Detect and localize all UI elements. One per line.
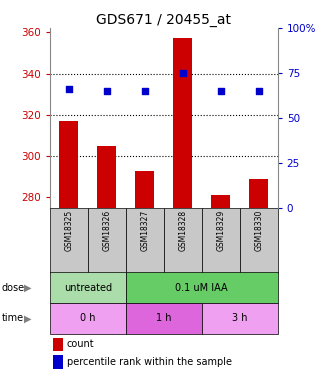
Bar — [173, 39, 192, 208]
Text: 3 h: 3 h — [232, 314, 247, 323]
Text: count: count — [67, 339, 94, 350]
Title: GDS671 / 20455_at: GDS671 / 20455_at — [96, 13, 231, 27]
Bar — [53, 356, 64, 369]
Text: GSM18325: GSM18325 — [64, 210, 73, 251]
Bar — [50, 273, 126, 303]
Bar — [126, 303, 202, 334]
Text: 0.1 uM IAA: 0.1 uM IAA — [175, 283, 228, 293]
Text: time: time — [2, 314, 24, 323]
Point — [66, 86, 71, 92]
Bar — [202, 208, 240, 273]
Text: GSM18330: GSM18330 — [254, 210, 263, 251]
Bar — [126, 208, 164, 273]
Point — [104, 88, 109, 94]
Text: 0 h: 0 h — [80, 314, 95, 323]
Bar — [135, 171, 154, 208]
Text: ▶: ▶ — [24, 283, 31, 293]
Bar — [240, 208, 278, 273]
Bar — [97, 146, 116, 208]
Bar — [126, 273, 278, 303]
Point — [180, 70, 185, 76]
Bar — [50, 303, 126, 334]
Text: untreated: untreated — [64, 283, 112, 293]
Bar — [164, 208, 202, 273]
Text: GSM18329: GSM18329 — [216, 210, 225, 251]
Text: GSM18327: GSM18327 — [140, 210, 149, 251]
Point — [218, 88, 223, 94]
Bar — [88, 208, 126, 273]
Bar — [59, 121, 78, 208]
Bar — [50, 208, 88, 273]
Point — [256, 88, 261, 94]
Text: dose: dose — [2, 283, 25, 293]
Text: ▶: ▶ — [24, 314, 31, 323]
Text: 1 h: 1 h — [156, 314, 171, 323]
Point — [142, 88, 147, 94]
Bar — [53, 338, 64, 351]
Bar — [211, 195, 230, 208]
Text: GSM18326: GSM18326 — [102, 210, 111, 251]
Text: percentile rank within the sample: percentile rank within the sample — [67, 357, 232, 367]
Bar — [249, 179, 268, 208]
Text: GSM18328: GSM18328 — [178, 210, 187, 251]
Bar — [202, 303, 278, 334]
